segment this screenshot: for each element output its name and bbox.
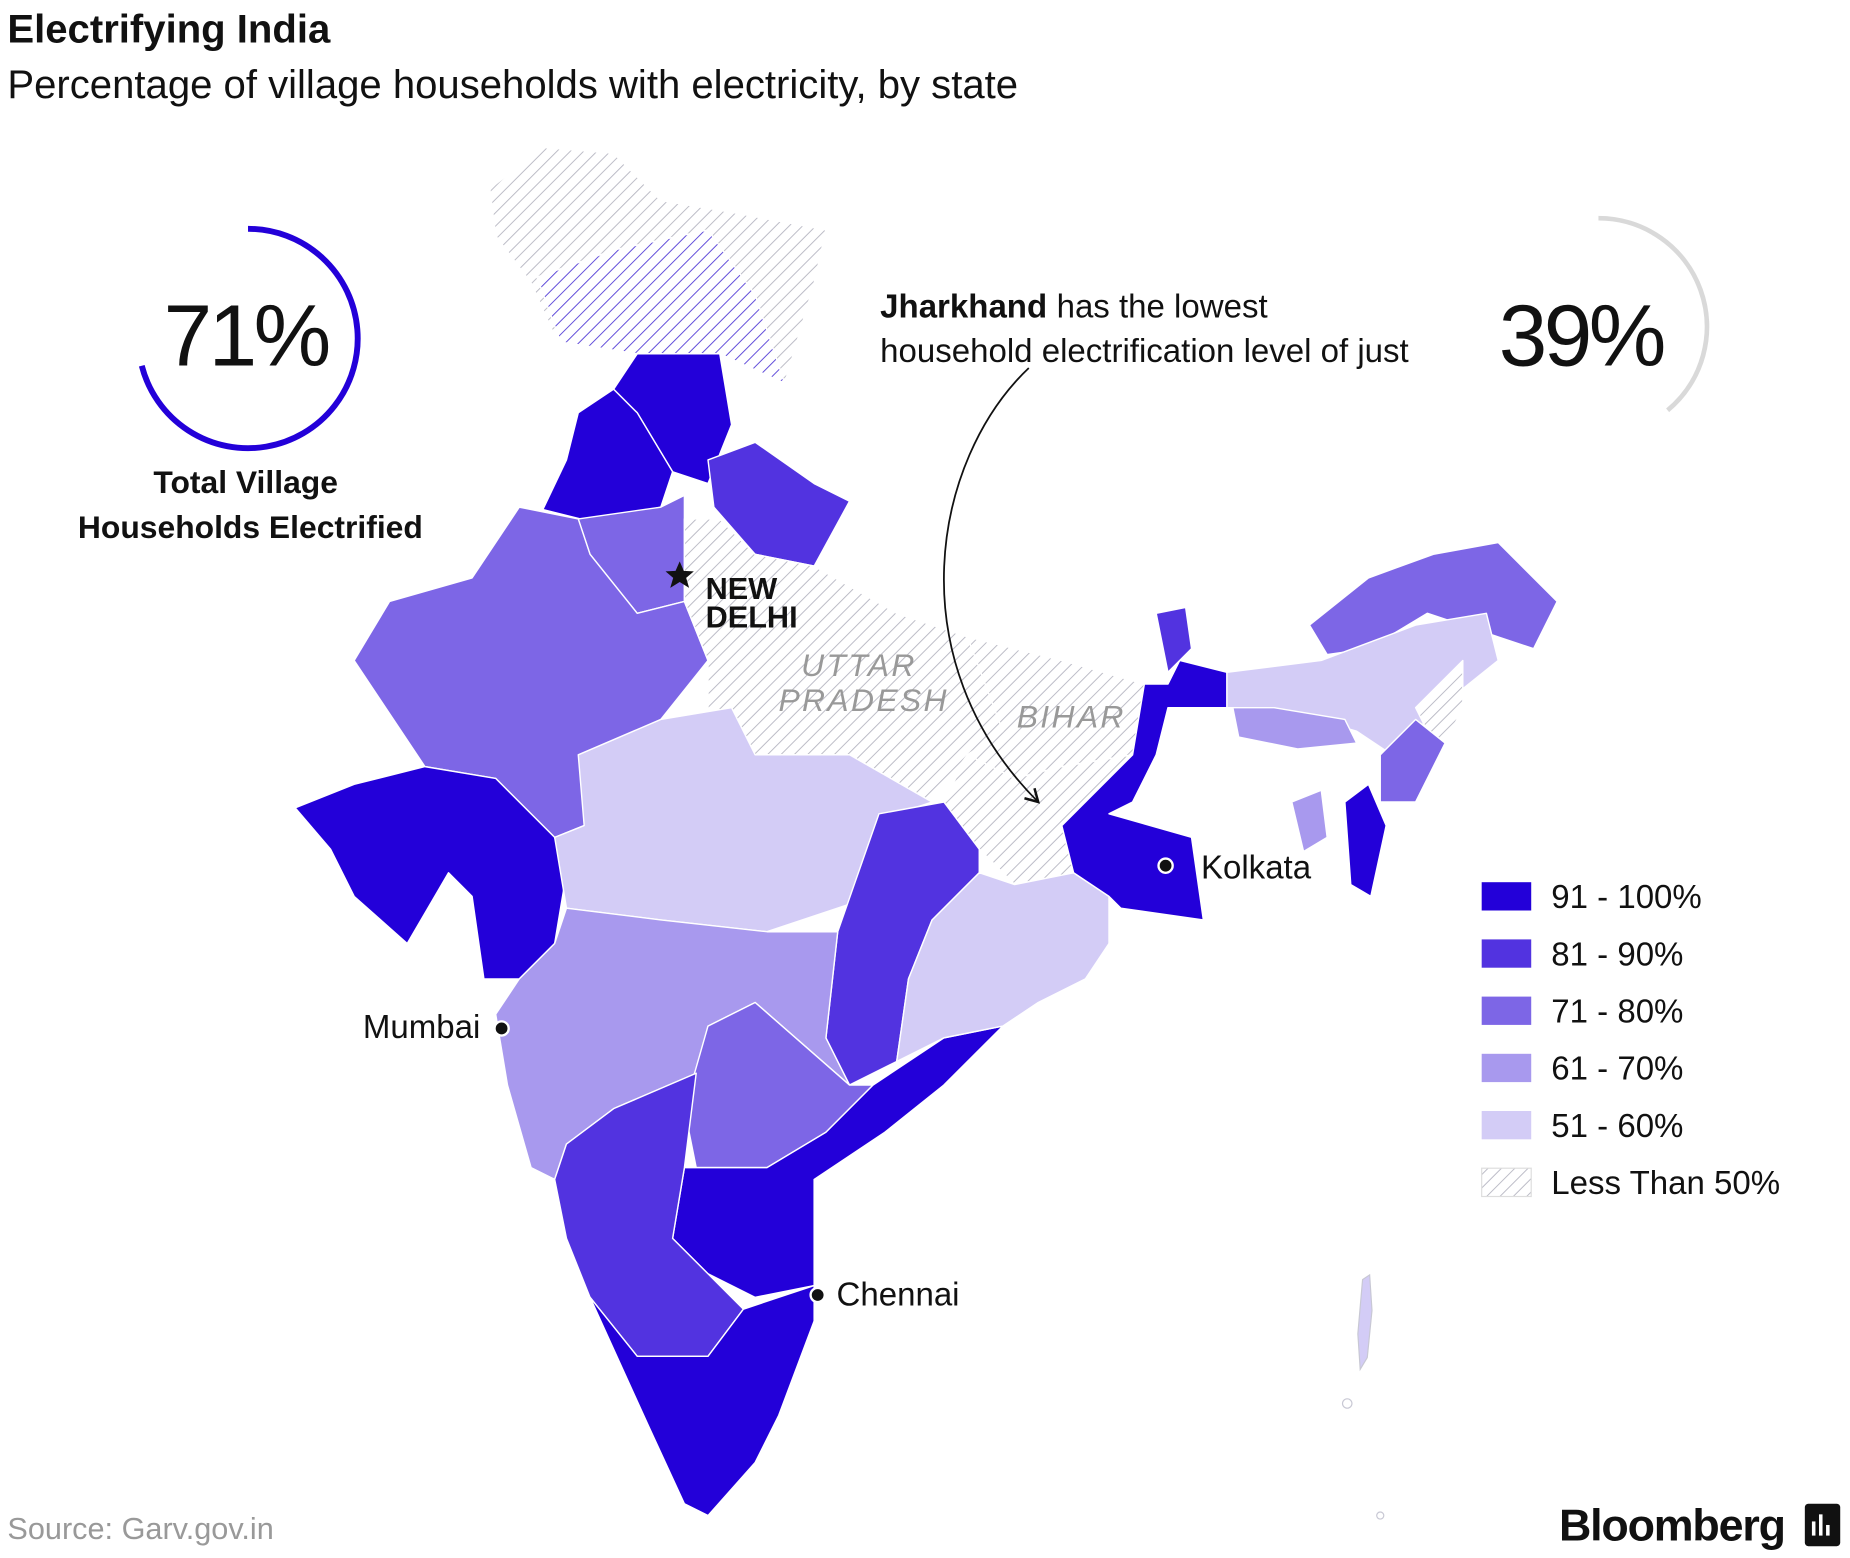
capital-star [665,561,694,588]
gauge-value: 39% [1499,288,1664,385]
legend-swatch [1481,939,1532,968]
india-map [294,146,1558,1520]
gauge-value: 71% [164,288,329,385]
legend-swatch [1481,996,1532,1025]
city-label: NEW [706,572,778,606]
annotation: Jharkhand has the lowest [880,287,1267,324]
annotation-arrow [943,367,1040,804]
source: Source: Garv.gov.in [7,1512,273,1546]
legend-label: 71 - 80% [1551,993,1683,1030]
state-region [1061,659,1228,921]
annotation-highlight: Jharkhand [880,287,1047,324]
legend-swatch [1481,1111,1532,1140]
gauge-arc [1598,215,1710,413]
gauge-caption: Households Electrified [78,509,423,545]
state-label: BIHAR [1017,699,1126,735]
state-region [1155,606,1193,673]
state-region [1291,789,1328,853]
brand: Bloomberg [1559,1500,1785,1550]
city-dot [493,1020,510,1037]
legend-swatch [1481,882,1532,911]
legend-swatch [1481,1167,1532,1198]
city-dot [1157,857,1174,874]
title: Electrifying India [7,7,331,51]
state-label: PRADESH [778,682,948,718]
annotation-text: household electrification level of just [880,332,1409,369]
islands [1341,1398,1353,1409]
legend-swatch [1481,1053,1532,1083]
state-region [1344,783,1387,898]
islands [1357,1273,1373,1372]
legend-label: Less Than 50% [1551,1164,1780,1201]
gauge-caption: Total Village [153,464,338,500]
state-region [1379,718,1446,803]
city-label: Kolkata [1201,849,1312,886]
city-label: Chennai [837,1276,960,1313]
state-label: UTTAR [801,647,917,683]
subtitle: Percentage of village households with el… [7,63,1018,107]
annotation-text: has the lowest [1057,287,1268,324]
legend-label: 61 - 70% [1551,1050,1683,1087]
legend-label: 91 - 100% [1551,878,1702,915]
islands [1376,1511,1385,1520]
legend-label: 51 - 60% [1551,1107,1683,1144]
city-label: DELHI [706,600,798,634]
state-region [589,1284,815,1517]
legend: 91 - 100% 81 - 90% 71 - 80% 61 - 70% 51 - 60… [1481,878,1780,1201]
brand-icon [1804,1503,1841,1547]
state-region [707,441,851,567]
legend-label: 81 - 90% [1551,935,1683,972]
gauges [138,215,1710,452]
state-region [1232,706,1358,750]
city-label: Mumbai [363,1008,480,1045]
gauge-arc [138,225,361,452]
state-region [536,229,786,385]
city-dot [809,1286,826,1304]
